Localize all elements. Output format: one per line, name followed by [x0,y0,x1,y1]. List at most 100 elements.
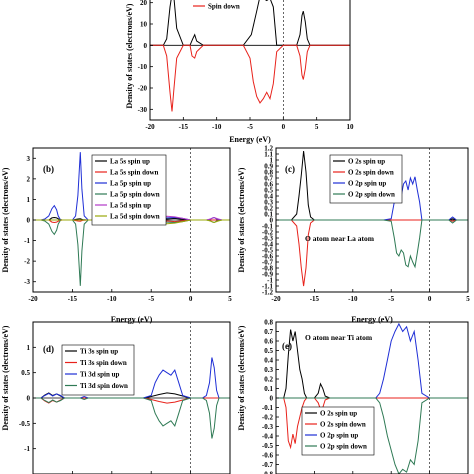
y-tick-label: 1.2 [264,145,273,153]
y-tick-label: 0.6 [264,181,273,189]
y-tick-label: -2 [24,258,30,266]
x-tick-label: 5 [466,295,470,303]
y-tick-label: -0.2 [262,414,274,422]
y-tick-label: 20 [140,0,148,7]
y-tick-label: 0.5 [21,369,30,377]
panel-annotation: O atom near Ti atom [305,333,373,342]
y-tick-label: -0.1 [262,223,274,231]
legend: Ti 3s spin up Ti 3s spin down Ti 3d spin u… [61,344,135,396]
y-tick-label: -0.8 [262,265,274,273]
y-tick-label: 0.8 [264,319,273,327]
legend: Spin down [193,3,240,11]
y-tick-label: 0.1 [264,385,273,393]
legend-entry: Ti 3d spin up [80,371,119,379]
series-line-la-5s-spin-up [33,216,230,221]
y-tick-label: 0 [270,395,274,403]
x-tick-label: 0 [189,295,193,303]
y-tick-label: -0.7 [262,461,274,469]
plot-area [150,0,350,120]
series-line-la-5s-spin-down [33,219,230,224]
y-tick-label: 0.7 [264,175,273,183]
legend-entry: La 5s spin up [110,158,150,166]
legend-entry: O 2s spin up [320,410,357,418]
y-tick-label: 1.1 [264,151,273,159]
y-tick-label: -3 [24,278,30,286]
legend-entry: Ti 3s spin down [80,359,127,367]
legend: O 2s spin up O 2s spin down O 2p spin up O … [329,154,403,204]
series-line-ti-3d-spin-up [33,357,230,399]
legend-box [61,344,135,396]
panel-a: -20 -15 -10 -5 0 5 10 -30 -20 -10 0 10 20 Density of … [125,0,354,144]
panel-label: (d) [43,344,54,354]
x-tick-label: -15 [179,123,189,131]
y-tick-label: 2 [27,175,31,183]
plot-area [276,322,468,474]
legend-box [329,154,403,204]
y-tick-label: 10 [140,21,148,29]
x-tick-label: 10 [347,123,355,131]
legend-box [301,406,375,456]
y-tick-label: 0 [270,217,274,225]
legend-entry: O 2p spin up [348,180,386,188]
x-tick-label: -20 [145,123,155,131]
x-axis-label: Energy (eV) [229,135,271,144]
x-tick-label: -10 [212,123,222,131]
x-tick-label: -10 [107,295,117,303]
y-tick-label: 1 [27,344,31,352]
y-axis-label: Density of states (electrons/eV) [125,3,134,108]
y-tick-label: 0.5 [264,187,273,195]
x-tick-label: -20 [271,295,281,303]
legend-entry: O 2s spin up [348,158,385,166]
series-line-o-2p-spin-down [276,219,468,269]
panel-e: -0.8 -0.7-0.6 -0.5-0.4 -0.3-0.2 -0.10 0.10.2 0… [237,319,469,474]
legend-entry: O 2p spin down [320,443,367,451]
y-tick-label: 0.1 [264,211,273,219]
y-tick-label: -0.7 [262,259,274,267]
series-line-o-2s-spin-up [276,329,468,399]
legend-box [91,154,167,226]
legend-entry: La 5d spin up [110,202,151,210]
y-tick-label: 0.4 [264,357,273,365]
y-tick-label: -0.5 [262,247,274,255]
x-tick-label: 0 [282,123,286,131]
series-line-o-2p-spin-down [276,397,468,474]
y-tick-label: -1 [24,237,30,245]
y-tick-label: 0.3 [264,366,273,374]
panel-c: -20 -15 -10 -5 0 5-1.2-1.1-1-0.9-0.8-0.7-0.6-… [237,145,470,325]
y-tick-label: -0.8 [262,471,274,474]
x-tick-label: -5 [148,295,154,303]
panel-d: -1 -0.5 0 0.5 1 Density of states (electrons/… [1,321,231,474]
y-tick-label: 0.5 [264,347,273,355]
series-line-o-2s-spin-down [276,397,468,450]
y-tick-label: -1.1 [262,283,274,291]
y-tick-label: -20 [138,85,148,93]
panel-label: (e) [282,341,292,351]
x-tick-label: -15 [68,295,78,303]
y-tick-label: 0.7 [264,328,273,336]
x-tick-label: -5 [388,295,394,303]
y-tick-label: 1 [270,157,274,165]
y-tick-label: 0 [144,42,148,50]
y-tick-label: 0.4 [264,193,273,201]
x-tick-label: 5 [228,295,232,303]
y-tick-label: -0.6 [262,452,274,460]
y-tick-label: -0.5 [262,442,274,450]
legend-entry: Ti 3s spin up [80,348,118,356]
y-tick-label: -0.2 [262,229,274,237]
y-tick-label: -0.4 [262,433,274,441]
y-tick-label: -30 [138,106,148,114]
y-tick-label: -10 [138,63,148,71]
y-tick-label: 0.9 [264,163,273,171]
x-tick-label: -15 [310,295,320,303]
x-tick-label: -10 [348,295,358,303]
y-tick-label: 0.8 [264,169,273,177]
y-tick-label: 1 [27,196,31,204]
y-tick-label: -0.6 [262,253,274,261]
x-tick-label: 5 [315,123,319,131]
panel-label: (c) [285,164,295,174]
y-tick-label: -0.3 [262,235,274,243]
y-tick-label: 0.2 [264,376,273,384]
legend-entry: Spin down [208,3,240,11]
